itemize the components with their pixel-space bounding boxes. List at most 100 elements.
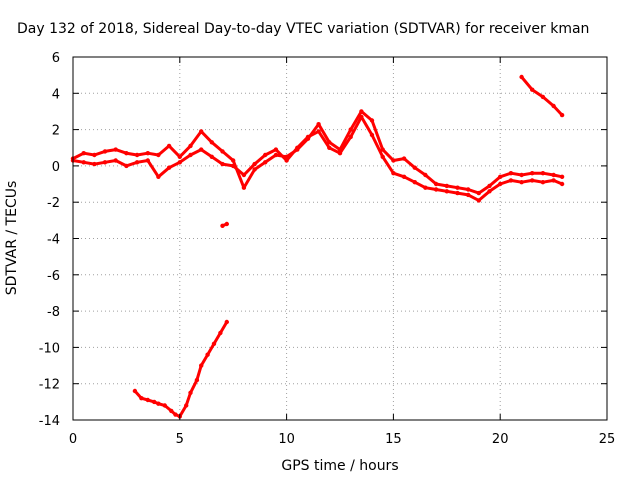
data-point-band-1	[209, 140, 214, 145]
x-axis-label: GPS time / hours	[281, 458, 398, 474]
x-tick-label: 20	[492, 432, 509, 447]
data-point-band-2	[295, 145, 300, 150]
data-point-segment-c	[559, 112, 565, 118]
data-point-segment-c	[519, 74, 524, 80]
data-point-band-1	[145, 151, 150, 156]
data-point-band-2	[519, 180, 524, 185]
data-point-segment-a	[218, 330, 223, 336]
x-axis-ticks: 0 5 10 15 20 25	[69, 57, 615, 447]
data-point-band-1	[220, 149, 225, 154]
data-point-segment-a	[169, 408, 174, 414]
data-point-band-2	[145, 158, 150, 163]
data-point-band-2	[559, 181, 565, 187]
data-point-band-2	[231, 163, 236, 169]
data-point-segment-a	[224, 319, 229, 325]
data-point-band-1	[348, 127, 353, 132]
data-point-band-2	[113, 158, 118, 163]
data-point-band-1	[273, 152, 279, 158]
data-point-band-2	[166, 165, 172, 170]
data-point-band-1	[508, 171, 514, 176]
data-point-band-2	[412, 180, 417, 185]
data-point-band-1	[113, 147, 118, 152]
data-point-band-2	[316, 129, 321, 134]
data-point-band-1	[369, 118, 375, 123]
y-tick-label: -2	[47, 196, 60, 211]
data-point-band-2	[263, 152, 268, 158]
x-tick-label: 15	[385, 432, 402, 447]
data-point-band-2	[551, 178, 556, 183]
data-point-band-1	[412, 165, 417, 170]
y-tick-label: -10	[39, 341, 60, 356]
data-point-segment-c	[530, 87, 535, 92]
data-point-band-2	[348, 134, 353, 140]
data-point-segment-a	[145, 397, 150, 403]
y-axis-label: SDTVAR / TECUs	[4, 181, 20, 296]
data-point-segment-a	[199, 363, 204, 368]
data-point-band-1	[231, 158, 236, 163]
y-tick-label: -8	[47, 305, 60, 320]
data-point-segment-c	[551, 103, 556, 109]
data-point-band-1	[102, 149, 108, 154]
data-point-segment-b	[220, 223, 225, 228]
data-point-band-2	[476, 198, 481, 203]
data-point-band-2	[369, 132, 375, 138]
data-point-band-2	[391, 171, 396, 176]
data-point-segment-a	[173, 412, 178, 417]
y-tick-label: -12	[39, 378, 60, 393]
data-point-segment-a	[156, 401, 161, 406]
data-point-band-2	[134, 160, 140, 165]
data-point-band-2	[530, 178, 535, 183]
data-point-segment-a	[152, 399, 157, 405]
data-point-band-1	[124, 151, 129, 156]
data-point-band-2	[102, 160, 108, 165]
data-point-band-1	[466, 187, 471, 192]
data-point-band-1	[476, 190, 481, 196]
data-point-segment-a	[194, 377, 200, 383]
data-point-band-1	[380, 147, 385, 152]
data-point-band-2	[199, 147, 204, 152]
data-point-band-2	[337, 151, 343, 156]
data-point-band-1	[433, 181, 439, 187]
data-point-band-2	[220, 161, 225, 167]
data-point-band-1	[316, 122, 321, 127]
data-point-band-2	[498, 181, 503, 187]
data-point-band-1	[199, 129, 204, 134]
data-point-band-1	[455, 185, 460, 190]
data-point-band-1	[423, 172, 428, 178]
data-point-band-2	[156, 174, 161, 179]
data-point-band-1	[498, 174, 503, 179]
data-point-segment-c	[540, 94, 546, 100]
data-point-band-2	[124, 163, 129, 169]
data-point-band-2	[209, 154, 214, 159]
y-axis-ticks: -14 -12 -10 -8 -6 -4 -2 0 2 4 6	[39, 51, 607, 429]
data-point-band-2	[252, 161, 257, 167]
data-point-band-1	[540, 171, 546, 176]
data-point-band-2	[188, 152, 193, 158]
data-point-band-1	[519, 172, 524, 178]
y-tick-label: 4	[52, 87, 60, 102]
x-tick-label: 5	[176, 432, 184, 447]
data-point-segment-a	[188, 390, 193, 395]
data-point-band-2	[327, 145, 332, 150]
data-point-band-1	[444, 183, 449, 189]
data-point-band-1	[487, 183, 492, 189]
data-point-band-1	[166, 143, 172, 149]
data-point-band-2	[241, 172, 247, 178]
chart-title: Day 132 of 2018, Sidereal Day-to-day VTE…	[17, 21, 589, 37]
data-point-band-2	[81, 160, 86, 165]
data-point-segment-a	[162, 403, 167, 408]
data-point-segment-a	[139, 396, 144, 401]
data-point-band-2	[284, 158, 289, 163]
grid-lines	[73, 57, 607, 420]
data-point-band-2	[177, 160, 182, 165]
data-point-band-1	[551, 172, 556, 178]
series-group	[70, 74, 565, 419]
x-tick-label: 25	[599, 432, 616, 447]
data-point-band-2	[401, 174, 407, 179]
y-tick-label: -6	[47, 269, 60, 284]
y-tick-label: 0	[52, 160, 60, 175]
data-point-band-1	[241, 185, 247, 190]
y-tick-label: 6	[52, 51, 60, 66]
data-point-band-1	[263, 160, 268, 165]
